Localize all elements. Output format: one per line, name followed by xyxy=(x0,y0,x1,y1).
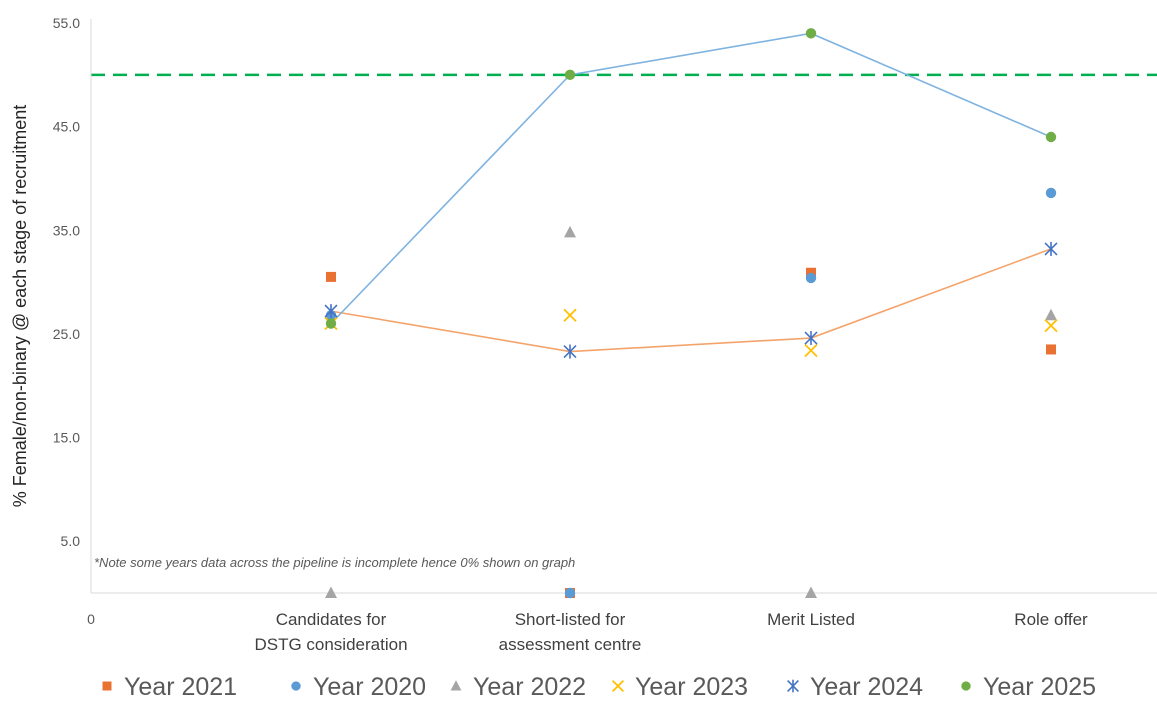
data-point-star xyxy=(787,679,799,693)
data-point-circle xyxy=(325,318,337,329)
category-label: Merit Listed xyxy=(767,610,855,629)
legend-label: Year 2022 xyxy=(473,673,586,701)
data-point-square xyxy=(102,681,112,691)
legend-item: Year 2022 xyxy=(450,673,586,701)
x-stroke xyxy=(563,308,577,322)
data-point-square xyxy=(1046,344,1056,355)
data-point-star xyxy=(804,331,818,346)
series-line xyxy=(330,248,1052,353)
data-point-triangle xyxy=(325,586,337,598)
axis-labels: 55.0 45.0 35.0 25.0 15.0 5.0 0 Candidates for DS… xyxy=(53,15,1088,654)
legend-label: Year 2023 xyxy=(635,673,748,701)
series-markers-group xyxy=(325,28,1057,329)
data-point-circle xyxy=(1045,187,1057,199)
x-stroke xyxy=(611,679,625,693)
data-point-circle xyxy=(961,681,971,691)
category-label: Short-listed for assessment centre xyxy=(499,610,642,654)
legend-label: Year 2020 xyxy=(313,673,426,701)
data-point-circle xyxy=(291,681,301,691)
legend-label: Year 2021 xyxy=(124,673,237,701)
legend-item: Year 2021 xyxy=(102,673,237,701)
data-point-x xyxy=(804,343,818,358)
data-point-circle xyxy=(564,587,576,599)
legend: Year 2021 Year 2020 Year 2022 Year 2023 Year… xyxy=(102,673,1096,701)
data-point-triangle xyxy=(564,225,576,238)
series-line xyxy=(330,32,1052,325)
series-markers xyxy=(324,28,1058,599)
series-markers-group xyxy=(324,308,1058,358)
legend-item: Year 2024 xyxy=(787,673,923,701)
series-markers-group xyxy=(325,187,1057,599)
data-point-circle xyxy=(564,69,576,81)
data-point-circle xyxy=(805,28,817,39)
category-label: Candidates for DSTG consideration xyxy=(254,610,407,654)
y-tick-label: 15.0 xyxy=(53,430,80,446)
data-point-star xyxy=(324,304,338,319)
series-markers-group xyxy=(325,225,1057,598)
legend-label: Year 2024 xyxy=(810,673,923,701)
data-point-triangle xyxy=(1045,308,1057,321)
y-tick-label: 55.0 xyxy=(53,15,80,31)
chart-note: *Note some years data across the pipelin… xyxy=(94,555,575,570)
data-point-triangle xyxy=(805,586,817,598)
y-tick-label: 45.0 xyxy=(53,119,80,135)
data-point-square xyxy=(326,271,336,282)
legend-item: Year 2023 xyxy=(611,673,748,701)
data-point-x xyxy=(1044,318,1058,333)
y-tick-label: 5.0 xyxy=(61,533,81,549)
legend-label: Year 2025 xyxy=(983,673,1096,701)
y-tick-label: 35.0 xyxy=(53,222,80,238)
data-point-x xyxy=(563,308,577,322)
y-tick-label: 25.0 xyxy=(53,326,80,342)
category-label: Role offer xyxy=(1014,610,1088,629)
y-axis-title: % Female/non-binary @ each stage of recr… xyxy=(10,105,30,507)
data-point-circle xyxy=(805,272,817,284)
data-point-triangle xyxy=(450,680,462,691)
data-point-circle xyxy=(1045,131,1057,143)
data-point-star xyxy=(563,344,577,359)
data-point-star xyxy=(1044,241,1058,256)
legend-item: Year 2020 xyxy=(291,673,426,701)
series-markers-group xyxy=(326,267,1056,598)
x-stroke xyxy=(804,343,818,358)
x-origin-label: 0 xyxy=(87,611,95,627)
legend-item: Year 2025 xyxy=(961,673,1096,701)
x-stroke xyxy=(1044,318,1058,333)
series-lines xyxy=(330,32,1052,353)
axes xyxy=(90,19,1157,594)
data-point-x xyxy=(611,679,625,693)
series-markers-group xyxy=(324,241,1058,359)
